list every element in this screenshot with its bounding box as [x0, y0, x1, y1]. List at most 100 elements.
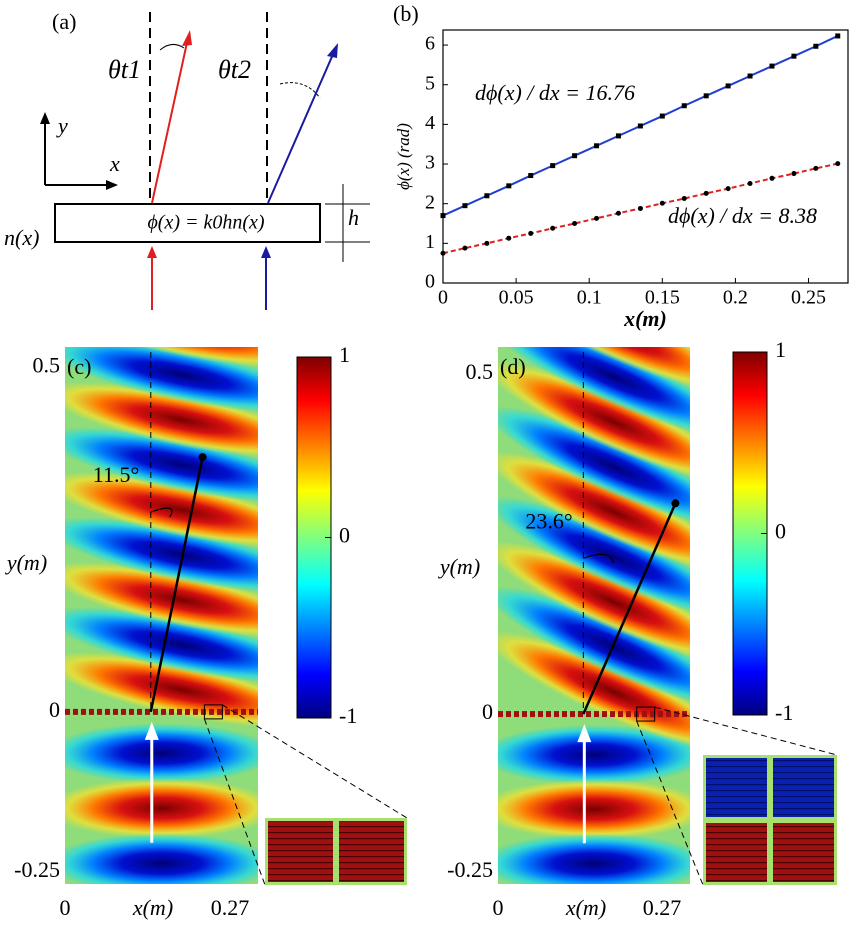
- x-tick-label: 0.1: [577, 287, 602, 309]
- annotation: dϕ(x) / dx = 8.38: [668, 203, 817, 228]
- y-tick-label: 0: [49, 697, 60, 722]
- zoom-box: [636, 706, 656, 722]
- arrow-head: [147, 246, 157, 258]
- marker: [813, 43, 819, 49]
- x-tick-label: 0.05: [499, 287, 534, 309]
- x-tick-label: 0: [60, 895, 71, 920]
- marker: [747, 180, 753, 186]
- y-tick-label: 0.5: [33, 353, 61, 378]
- index-label: n(x): [4, 225, 39, 250]
- meta-cell: [554, 711, 559, 718]
- field-lobe: [65, 778, 258, 839]
- inset-cell: [339, 821, 404, 882]
- marker: [528, 173, 534, 179]
- meta-cell: [185, 708, 190, 715]
- arrow-head: [198, 453, 207, 462]
- angle-label: θt1: [108, 55, 141, 84]
- panel-label: (a): [52, 9, 76, 34]
- marker: [835, 33, 841, 39]
- meta-cell: [105, 708, 110, 715]
- meta-cell: [73, 708, 78, 715]
- field-lobe: [498, 361, 690, 483]
- meta-cell: [169, 708, 174, 715]
- marker: [440, 250, 446, 256]
- field-lobe: [65, 723, 258, 784]
- field-lobe: [498, 833, 690, 884]
- field-lobe: [65, 472, 258, 548]
- marker: [769, 63, 775, 69]
- marker: [681, 103, 687, 109]
- panel-label: (b): [393, 1, 419, 26]
- inset-cell: [268, 821, 333, 882]
- marker: [462, 245, 468, 251]
- marker: [615, 210, 621, 216]
- meta-cell: [586, 711, 591, 718]
- inset-cell: [706, 758, 767, 817]
- arrow-head: [106, 180, 118, 190]
- meta-cell: [233, 708, 238, 715]
- meta-cell: [97, 708, 102, 715]
- plot-frame: [442, 29, 849, 284]
- marker: [594, 143, 600, 149]
- meta-cell: [546, 711, 551, 718]
- marker: [659, 113, 665, 119]
- field-lobe: [498, 724, 690, 785]
- field-lobe: [65, 347, 258, 368]
- x-tick-label: 0.27: [643, 895, 682, 920]
- refracted-ray: [151, 37, 189, 204]
- phase-label: ϕ(x) = k0hn(x): [147, 212, 264, 234]
- arrow-head: [327, 43, 338, 58]
- meta-cell: [121, 708, 126, 715]
- inset-cell: [773, 823, 834, 882]
- y-tick-label: 0: [425, 271, 435, 293]
- meta-cell: [506, 711, 511, 718]
- marker: [506, 183, 512, 189]
- field-lobe: [65, 427, 258, 503]
- marker: [791, 171, 797, 177]
- refracted-ray: [267, 51, 335, 204]
- x-tick-label: 0.25: [791, 287, 826, 309]
- y-tick-label: 6: [425, 33, 435, 55]
- meta-cell: [530, 711, 535, 718]
- y-tick-label: 3: [425, 152, 435, 174]
- meta-cell: [522, 711, 527, 718]
- zoom-line: [222, 704, 408, 819]
- meta-cell: [161, 708, 166, 715]
- y-tick-label: -0.25: [14, 857, 60, 882]
- meta-cell: [249, 708, 254, 715]
- arrow-head: [40, 112, 50, 124]
- marker: [484, 240, 490, 246]
- marker: [572, 221, 578, 227]
- marker: [747, 73, 753, 79]
- meta-cell: [153, 708, 158, 715]
- colorbar-label: 0: [339, 523, 350, 548]
- field-lobe: [498, 406, 690, 528]
- annotation: dϕ(x) / dx = 16.76: [475, 80, 635, 105]
- meta-cell: [618, 711, 623, 718]
- meta-cell: [217, 708, 222, 715]
- zoom-line: [654, 706, 838, 756]
- marker: [550, 225, 556, 231]
- marker: [637, 205, 643, 211]
- marker: [659, 200, 665, 206]
- x-axis-label: x(m): [132, 895, 173, 920]
- meta-cell: [666, 711, 671, 718]
- y-axis-label: ϕ(x) (rad): [394, 123, 413, 190]
- inset-cell: [773, 758, 834, 817]
- marker: [528, 230, 534, 236]
- x-tick-label: 0: [493, 895, 504, 920]
- marker: [725, 83, 731, 89]
- meta-cell: [610, 711, 615, 718]
- marker: [769, 175, 775, 181]
- meta-cell: [642, 711, 647, 718]
- angle-arc: [279, 82, 321, 99]
- meta-cell: [201, 708, 206, 715]
- marker: [725, 186, 731, 192]
- colorbar-label: 0: [775, 519, 786, 544]
- y-tick-label: 1: [425, 231, 435, 253]
- meta-cell: [602, 711, 607, 718]
- panel-label: (d): [500, 354, 526, 379]
- refracted-arrow: [582, 502, 677, 715]
- meta-cell: [650, 711, 655, 718]
- marker: [637, 123, 643, 129]
